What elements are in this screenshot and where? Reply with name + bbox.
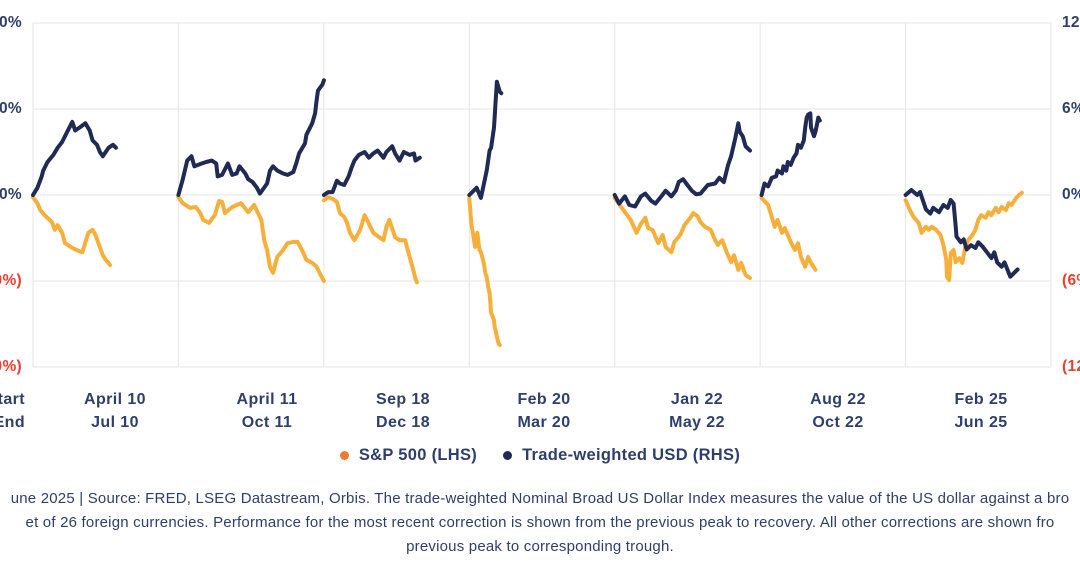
sp500-line-series bbox=[759, 196, 818, 272]
x-axis-label-panel-7: Feb 25 Jun 25 bbox=[916, 388, 1046, 434]
x-axis-label-panel-4: Feb 20 Mar 20 bbox=[479, 388, 609, 434]
chart-plot bbox=[31, 22, 1052, 368]
x-axis-label-panel-2: April 11 Oct 11 bbox=[202, 388, 332, 434]
footnote-line-2: et of 26 foreign currencies. Performance… bbox=[25, 514, 1055, 531]
sp500-legend-dot-icon bbox=[339, 451, 349, 460]
usd-legend-dot-icon bbox=[503, 451, 513, 460]
sp500-line-series bbox=[176, 195, 326, 283]
sp500-line-series bbox=[467, 196, 502, 348]
right-axis-tick: 6% bbox=[1062, 100, 1080, 117]
x-header-start-label: Start bbox=[0, 391, 25, 408]
usd-line-series bbox=[612, 121, 752, 209]
correction-start-date: Feb 20 bbox=[517, 391, 571, 408]
usd-line-series bbox=[467, 79, 504, 200]
correction-end-date: Mar 20 bbox=[517, 414, 571, 431]
x-axis-row-header: Start End bbox=[0, 388, 25, 434]
sp500-line-series bbox=[31, 195, 113, 268]
left-axis-tick: 0% bbox=[0, 186, 22, 203]
x-axis-label-panel-6: Aug 22 Oct 22 bbox=[773, 388, 903, 434]
legend-item-usd: Trade-weighted USD (RHS) bbox=[503, 446, 740, 465]
usd-line-series bbox=[31, 119, 118, 197]
sp500-legend-label: S&P 500 (LHS) bbox=[358, 446, 478, 464]
right-axis-tick: (6%) bbox=[1062, 272, 1080, 289]
left-axis-tick: (20%) bbox=[0, 272, 22, 289]
x-header-end-label: End bbox=[0, 414, 25, 431]
footnote-line-1: une 2025 | Source: FRED, LSEG Datastream… bbox=[10, 490, 1070, 507]
usd-legend-label: Trade-weighted USD (RHS) bbox=[522, 446, 741, 464]
right-axis-tick: 0% bbox=[1062, 186, 1080, 203]
correction-start-date: Feb 25 bbox=[954, 391, 1008, 408]
legend-item-sp500: S&P 500 (LHS) bbox=[339, 446, 478, 465]
left-axis-tick: 40% bbox=[0, 14, 22, 31]
correction-end-date: Dec 18 bbox=[376, 414, 430, 431]
usd-line-series bbox=[176, 78, 326, 197]
usd-line-series bbox=[321, 144, 422, 197]
footnote: une 2025 | Source: FRED, LSEG Datastream… bbox=[0, 487, 1080, 559]
correction-end-date: Oct 22 bbox=[812, 414, 864, 431]
correction-end-date: Jun 25 bbox=[954, 414, 1008, 431]
footnote-line-3: previous peak to corresponding trough. bbox=[406, 538, 674, 555]
sp500-line-series bbox=[903, 190, 1024, 283]
right-axis-tick: 12% bbox=[1062, 14, 1080, 31]
legend: S&P 500 (LHS) Trade-weighted USD (RHS) bbox=[0, 446, 1080, 465]
correction-start-date: Sep 18 bbox=[376, 391, 430, 408]
x-axis-label-panel-3: Sep 18 Dec 18 bbox=[338, 388, 468, 434]
left-axis-tick: 20% bbox=[0, 100, 22, 117]
x-axis-label-panel-5: Jan 22 May 22 bbox=[632, 388, 762, 434]
correction-start-date: Aug 22 bbox=[810, 391, 866, 408]
sp500-line-series bbox=[321, 195, 419, 285]
usd-line-series bbox=[759, 111, 822, 197]
x-axis-label-panel-1: April 10 Jul 10 bbox=[50, 388, 180, 434]
right-axis-tick: (12%) bbox=[1062, 358, 1080, 375]
correction-start-date: April 11 bbox=[236, 391, 298, 408]
correction-end-date: Jul 10 bbox=[91, 414, 139, 431]
sp500-line-series bbox=[612, 196, 752, 280]
usd-line-series bbox=[903, 188, 1020, 279]
correction-start-date: Jan 22 bbox=[670, 391, 724, 408]
left-axis-tick: (40%) bbox=[0, 358, 22, 375]
correction-start-date: April 10 bbox=[84, 391, 146, 408]
correction-end-date: Oct 11 bbox=[241, 414, 293, 431]
correction-end-date: May 22 bbox=[669, 414, 725, 431]
